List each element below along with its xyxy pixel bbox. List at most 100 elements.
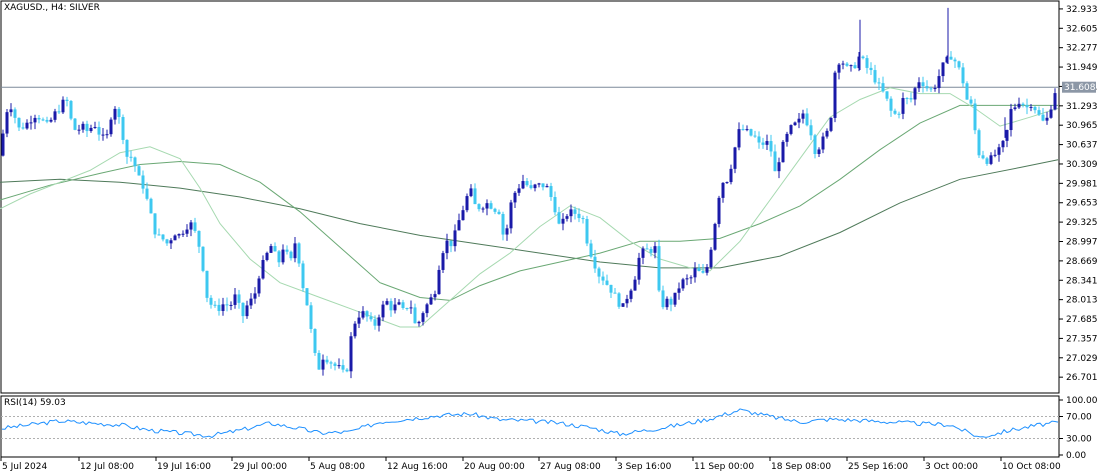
candle-body bbox=[669, 298, 673, 305]
candle-body bbox=[549, 186, 553, 198]
candle-body bbox=[613, 292, 617, 294]
candle-body bbox=[1001, 140, 1005, 148]
candle-body bbox=[77, 129, 81, 131]
candle-body bbox=[533, 184, 537, 189]
candle-body bbox=[797, 118, 801, 123]
candle-body bbox=[793, 122, 797, 126]
chart-title: XAGUSD., H4: SILVER bbox=[4, 3, 100, 13]
price-tick-label: 28.997 bbox=[1066, 237, 1098, 247]
candle-body bbox=[913, 88, 917, 100]
rsi-line bbox=[1, 408, 1059, 439]
candle-body bbox=[1005, 130, 1009, 141]
candle-body bbox=[953, 59, 957, 62]
candle-body bbox=[329, 362, 333, 364]
candle-body bbox=[617, 293, 621, 307]
candle-body bbox=[497, 211, 501, 215]
time-tick-label: 12 Jul 08:00 bbox=[80, 462, 134, 472]
candle-body bbox=[989, 155, 993, 164]
time-tick-label: 5 Jul 2024 bbox=[2, 462, 47, 472]
candle-body bbox=[821, 136, 825, 150]
candle-body bbox=[581, 218, 585, 220]
candle-body bbox=[97, 126, 101, 135]
candle-body bbox=[237, 294, 241, 303]
candle-body bbox=[809, 125, 813, 136]
candle-body bbox=[53, 111, 57, 120]
candle-body bbox=[401, 302, 405, 308]
candle-body bbox=[493, 208, 497, 212]
candle-body bbox=[961, 67, 965, 84]
candle-body bbox=[205, 270, 209, 298]
candle-body bbox=[565, 216, 569, 219]
candle-body bbox=[593, 256, 597, 269]
candle-body bbox=[321, 359, 325, 370]
candle-body bbox=[1041, 114, 1045, 121]
candle-body bbox=[241, 302, 245, 317]
candle-body bbox=[49, 119, 53, 122]
candle-body bbox=[17, 117, 21, 128]
candle-body bbox=[1049, 109, 1053, 118]
candle-body bbox=[777, 162, 781, 172]
candle-body bbox=[985, 158, 989, 164]
price-tick-label: 29.981 bbox=[1066, 179, 1098, 189]
time-tick-label: 11 Sep 00:00 bbox=[694, 462, 754, 472]
candle-body bbox=[601, 276, 605, 281]
candle-body bbox=[161, 234, 165, 240]
candle-body bbox=[185, 229, 189, 234]
candle-body bbox=[21, 127, 25, 129]
candle-body bbox=[729, 168, 733, 183]
candle-body bbox=[997, 147, 1001, 155]
candle-body bbox=[633, 279, 637, 291]
price-tick-label: 32.933 bbox=[1066, 5, 1098, 15]
candle-body bbox=[857, 56, 861, 69]
rsi-tick-label: 0.00 bbox=[1066, 451, 1086, 461]
candle-body bbox=[925, 86, 929, 89]
candle-body bbox=[301, 263, 305, 289]
price-tick-label: 32.605 bbox=[1066, 24, 1098, 34]
candle-body bbox=[933, 88, 937, 90]
candle-body bbox=[125, 139, 129, 157]
candle-body bbox=[725, 182, 729, 184]
rsi-pane: RSI(14) 59.03 bbox=[0, 395, 1060, 458]
price-tick-label: 30.965 bbox=[1066, 121, 1098, 131]
candle-body bbox=[337, 365, 341, 367]
candle-body bbox=[357, 317, 361, 324]
candle-body bbox=[313, 328, 317, 353]
ma-fast-path bbox=[0, 87, 1059, 328]
time-tick-label: 3 Oct 00:00 bbox=[925, 462, 978, 472]
candle-body bbox=[349, 336, 353, 372]
rsi-tick-label: 100.00 bbox=[1066, 396, 1098, 406]
candle-body bbox=[157, 234, 161, 236]
candle-body bbox=[149, 198, 153, 214]
candle-body bbox=[597, 268, 601, 277]
price-tick-label: 30.309 bbox=[1066, 160, 1098, 170]
price-tick-label: 29.653 bbox=[1066, 199, 1098, 209]
candle-body bbox=[461, 210, 465, 221]
candle-body bbox=[569, 209, 573, 217]
candle-body bbox=[573, 209, 577, 214]
candle-body bbox=[221, 304, 225, 311]
candle-body bbox=[685, 278, 689, 280]
candle-body bbox=[489, 203, 493, 209]
candle-body bbox=[657, 246, 661, 291]
candle-body bbox=[757, 136, 761, 143]
ma-slow-path bbox=[0, 159, 1059, 269]
candle-body bbox=[153, 213, 157, 235]
candle-body bbox=[517, 188, 521, 193]
candle-body bbox=[133, 157, 137, 167]
candle-body bbox=[217, 304, 221, 311]
candle-body bbox=[501, 214, 505, 235]
rsi-tick-label: 30.00 bbox=[1066, 435, 1092, 445]
candle-body bbox=[29, 122, 33, 124]
candle-body bbox=[645, 248, 649, 250]
rsi-label: RSI(14) 59.03 bbox=[4, 398, 66, 408]
ma-fast-line bbox=[0, 87, 1059, 328]
current-price-value: 31.608 bbox=[1064, 83, 1096, 93]
candle-body bbox=[145, 188, 149, 199]
candle-body bbox=[25, 122, 29, 129]
candle-body bbox=[909, 98, 913, 100]
candle-body bbox=[941, 62, 945, 77]
candle-body bbox=[753, 135, 757, 137]
candle-body bbox=[649, 249, 653, 253]
candle-body bbox=[393, 304, 397, 311]
price-tick-label: 27.685 bbox=[1066, 315, 1098, 325]
